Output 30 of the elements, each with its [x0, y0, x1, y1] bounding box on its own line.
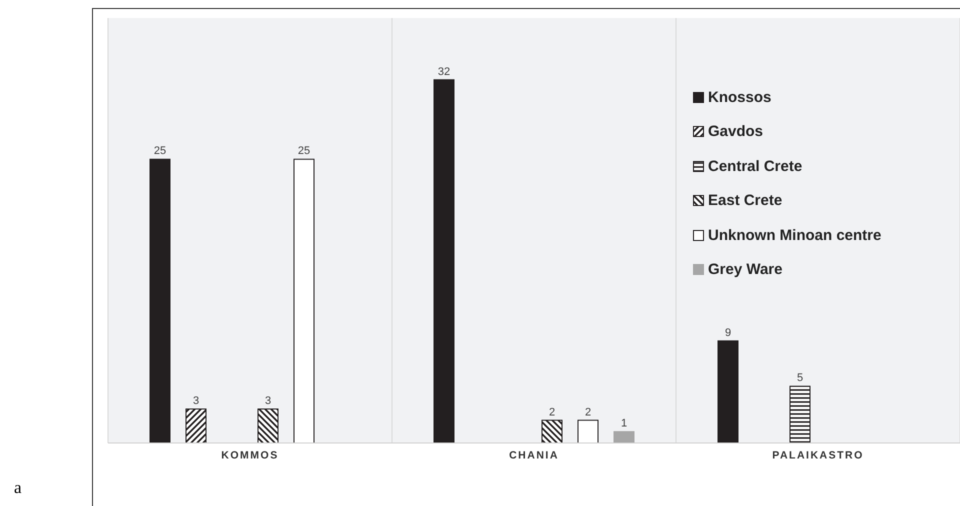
bar	[434, 79, 454, 444]
bar	[614, 431, 634, 444]
data-label: 25	[298, 145, 310, 158]
legend-label: East Crete	[708, 192, 782, 210]
data-label: 3	[264, 394, 272, 407]
data-label: 2	[548, 406, 556, 418]
data-label: 3	[192, 394, 200, 407]
bar	[578, 420, 598, 444]
text: a	[14, 478, 22, 498]
data-label: 5	[796, 372, 804, 384]
bar	[150, 158, 170, 444]
x-tick-label: PALAIKASTRO	[772, 449, 864, 462]
legend-label: Gavdos	[708, 123, 764, 140]
data-label: 1	[620, 418, 628, 430]
bar	[186, 408, 206, 444]
bar	[542, 420, 562, 444]
bar	[258, 408, 278, 444]
legend-label: Grey Ware	[708, 261, 782, 278]
data-label: 9	[724, 326, 732, 339]
bar	[718, 340, 738, 444]
bar	[790, 386, 810, 444]
legend-label: Central Crete	[708, 158, 802, 175]
bar	[294, 158, 314, 444]
legend-label: Knossos	[708, 88, 772, 106]
x-tick-label: KOMMOS	[221, 449, 279, 462]
x-tick-label: CHANIA	[509, 449, 559, 462]
data-label: 2	[584, 406, 592, 418]
data-label: 32	[438, 66, 450, 78]
data-label: 25	[154, 145, 166, 158]
legend-label: Unknown Minoan centre	[708, 226, 882, 244]
